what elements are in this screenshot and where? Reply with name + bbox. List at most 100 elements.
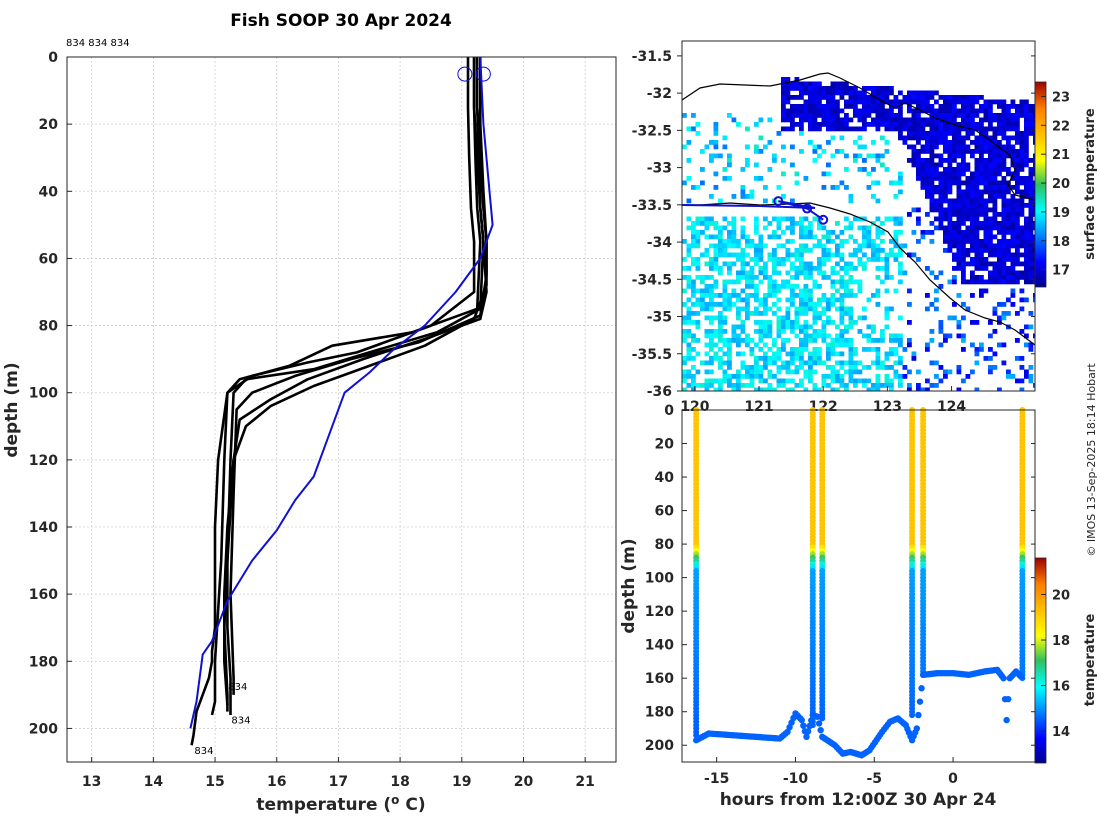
time-depth-xlabel: hours from 12:00Z 30 Apr 24 xyxy=(720,790,997,810)
map-sst-pixel xyxy=(1015,338,1020,343)
map-sst-pixel xyxy=(682,374,687,379)
map-sst-pixel xyxy=(758,320,764,325)
map-sst-pixel xyxy=(1010,243,1016,249)
map-sst-pixel xyxy=(794,270,800,276)
map-sst-pixel xyxy=(853,113,858,118)
map-sst-pixel xyxy=(880,279,885,285)
map-sst-pixel xyxy=(839,135,845,141)
map-sst-pixel xyxy=(1001,108,1007,114)
map-sst-pixel xyxy=(758,117,764,123)
map-sst-pixel xyxy=(866,225,872,231)
map-sst-pixel xyxy=(1015,176,1020,181)
map-sst-pixel xyxy=(830,104,836,109)
map-sst-pixel xyxy=(965,198,971,204)
map-sst-pixel xyxy=(826,342,831,348)
map-sst-pixel xyxy=(808,230,813,235)
map-sst-pixel xyxy=(961,171,966,177)
map-sst-pixel xyxy=(758,266,764,271)
map-sst-pixel xyxy=(763,351,768,357)
map-sst-pixel xyxy=(812,360,818,366)
map-sst-pixel xyxy=(799,108,804,114)
map-sst-pixel xyxy=(1001,270,1007,276)
map-sst-pixel xyxy=(713,378,719,384)
map-sst-pixel xyxy=(943,144,948,150)
map-sst-pixel xyxy=(772,293,777,298)
map-sst-pixel xyxy=(722,315,728,321)
map-sst-pixel xyxy=(709,347,714,352)
map-sst-pixel xyxy=(880,95,885,100)
map-sst-pixel xyxy=(754,293,759,298)
map-y-tick-label: -32.5 xyxy=(632,123,672,139)
map-sst-pixel xyxy=(1019,180,1025,186)
map-sst-pixel xyxy=(767,374,773,379)
map-sst-pixel xyxy=(736,383,741,388)
map-sst-pixel xyxy=(781,171,786,177)
map-sst-pixel xyxy=(1010,252,1016,258)
map-sst-pixel xyxy=(907,126,912,132)
map-sst-pixel xyxy=(956,180,962,186)
map-sst-pixel xyxy=(943,216,948,222)
map-sst-pixel xyxy=(704,284,710,289)
map-sst-pixel xyxy=(745,383,750,388)
map-sst-pixel xyxy=(1028,203,1034,208)
map-sst-pixel xyxy=(1024,261,1029,267)
map-sst-pixel xyxy=(880,153,885,159)
map-sst-pixel xyxy=(808,122,813,127)
map-sst-pixel xyxy=(988,320,993,325)
map-sst-pixel xyxy=(970,149,975,154)
map-sst-pixel xyxy=(880,383,885,388)
map-sst-pixel xyxy=(902,140,908,145)
map-sst-pixel xyxy=(974,252,980,258)
map-sst-pixel xyxy=(979,279,984,285)
map-sst-pixel xyxy=(929,176,935,181)
map-sst-pixel xyxy=(754,288,759,294)
map-sst-pixel xyxy=(704,329,710,334)
map-sst-pixel xyxy=(992,243,998,249)
map-sst-pixel xyxy=(1033,180,1035,186)
map-sst-pixel xyxy=(839,275,845,280)
map-sst-pixel xyxy=(817,144,822,150)
map-sst-pixel xyxy=(857,108,863,114)
map-sst-pixel xyxy=(1033,257,1035,262)
map-sst-pixel xyxy=(713,140,719,145)
map-sst-pixel xyxy=(988,216,993,222)
map-sst-pixel xyxy=(979,162,984,168)
map-sst-pixel xyxy=(907,99,912,105)
map-sst-pixel xyxy=(686,225,692,231)
map-sst-pixel xyxy=(812,356,818,361)
map-sst-pixel xyxy=(961,189,966,195)
map-sst-pixel xyxy=(772,266,777,271)
map-sst-pixel xyxy=(898,383,903,388)
map-sst-pixel xyxy=(794,275,800,280)
map-sst-pixel xyxy=(875,122,881,127)
map-sst-pixel xyxy=(808,117,813,123)
map-sst-pixel xyxy=(925,90,930,96)
map-sst-pixel xyxy=(1006,135,1011,141)
map-sst-pixel xyxy=(997,185,1002,190)
map-sst-pixel xyxy=(808,90,813,96)
map-sst-pixel xyxy=(1028,104,1034,109)
map-sst-pixel xyxy=(988,365,993,370)
map-sst-pixel xyxy=(871,140,876,145)
map-sst-pixel xyxy=(754,243,759,249)
map-sst-pixel xyxy=(1006,198,1011,204)
map-sst-pixel xyxy=(718,360,723,366)
map-sst-pixel xyxy=(731,252,737,258)
map-sst-pixel xyxy=(803,302,809,307)
map-sst-pixel xyxy=(871,347,876,352)
profile-point-label: 834 xyxy=(194,746,213,757)
map-sst-pixel xyxy=(1033,185,1035,190)
map-sst-pixel xyxy=(1001,135,1007,141)
map-sst-pixel xyxy=(745,365,750,370)
map-sst-pixel xyxy=(817,297,822,303)
map-sst-pixel xyxy=(686,329,692,334)
map-sst-pixel xyxy=(875,252,881,258)
map-sst-pixel xyxy=(983,167,989,172)
map-sst-pixel xyxy=(790,239,795,244)
profile-chart-title: Fish SOOP 30 Apr 2024 xyxy=(230,11,452,31)
map-sst-pixel xyxy=(965,230,971,235)
map-sst-pixel xyxy=(749,293,755,298)
map-sst-pixel xyxy=(830,297,836,303)
map-sst-pixel xyxy=(1010,113,1016,118)
map-sst-pixel xyxy=(830,239,836,244)
